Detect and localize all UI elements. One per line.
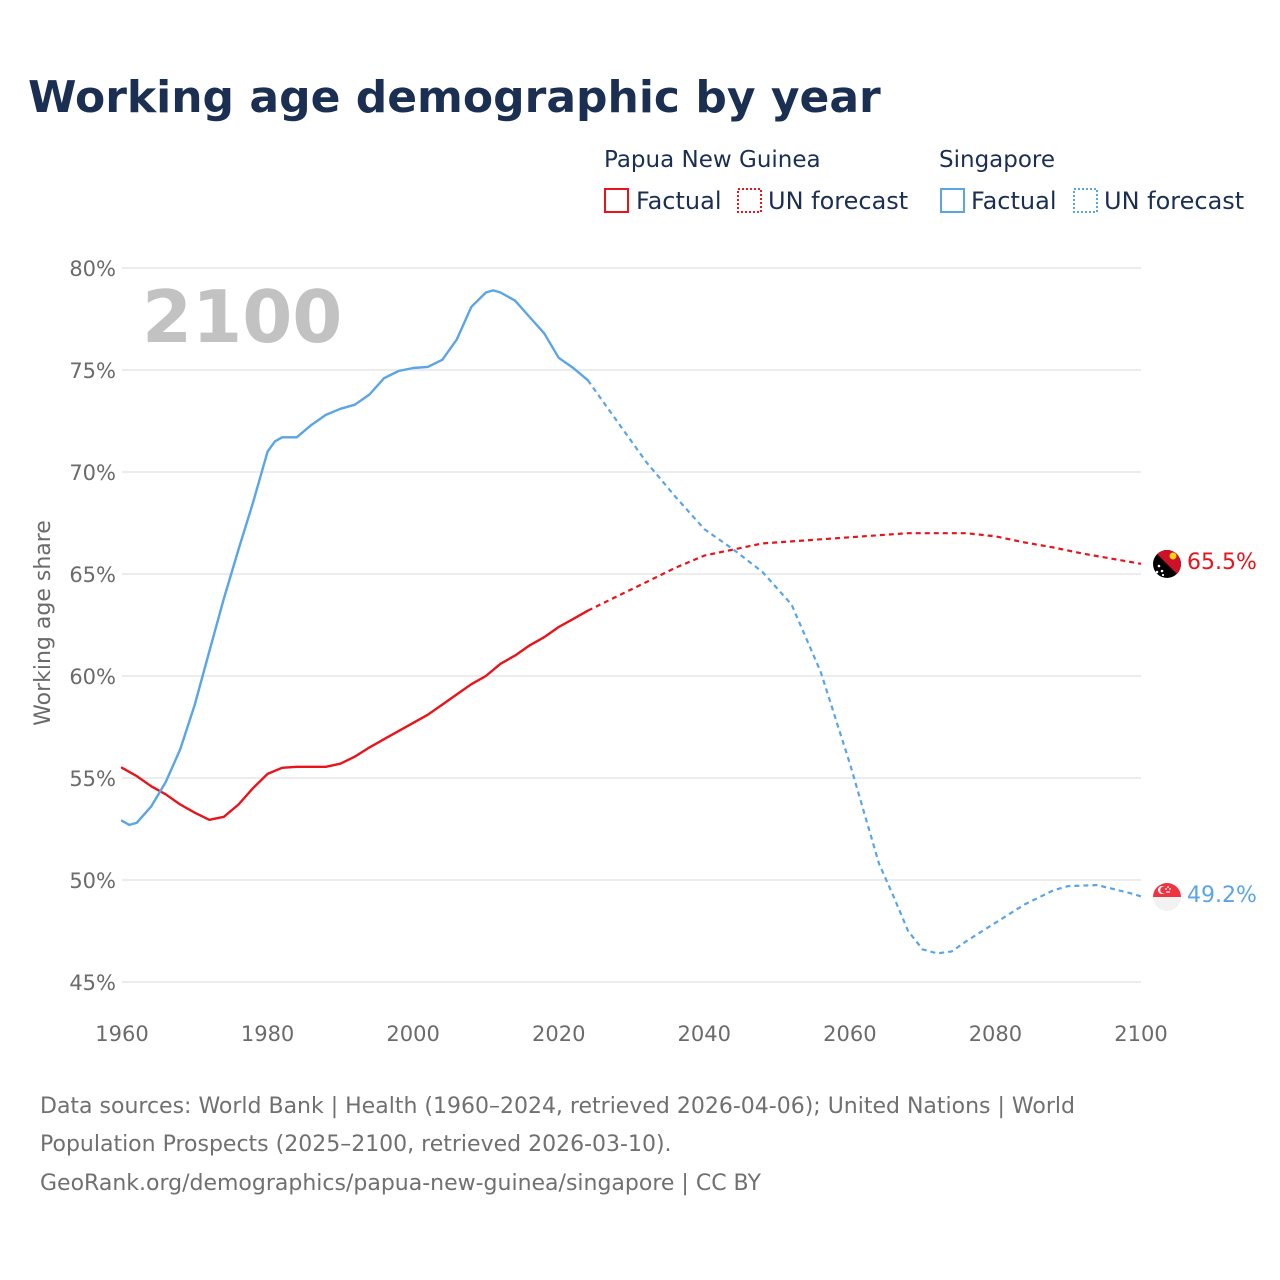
legend-label-sgp-factual: Factual bbox=[971, 187, 1057, 215]
legend-swatch-png-factual bbox=[604, 188, 629, 213]
series-line-png-forecast bbox=[587, 532, 1142, 612]
legend-label-png-factual: Factual bbox=[636, 187, 722, 215]
y-axis-ticks: 45% 50% 55% 60% 65% 70% 75% 80% bbox=[69, 257, 116, 995]
footer-attribution: GeoRank.org/demographics/papua-new-guine… bbox=[40, 1171, 761, 1196]
x-tick-label: 2000 bbox=[386, 1022, 439, 1046]
series-line-sgp-factual bbox=[120, 289, 589, 827]
x-axis-ticks: 1960 1980 2000 2020 2040 2060 2080 2100 bbox=[95, 1022, 1167, 1046]
series-line-sgp-forecast bbox=[586, 379, 1142, 955]
y-tick-label: 50% bbox=[69, 869, 116, 893]
png-flag-icon bbox=[1153, 550, 1181, 578]
series-line-png-factual bbox=[120, 609, 589, 821]
series-lines bbox=[120, 289, 1142, 955]
gridlines bbox=[122, 267, 1141, 983]
y-tick-label: 65% bbox=[69, 563, 116, 587]
y-axis-label: Working age share bbox=[31, 520, 56, 726]
legend-swatch-sgp-factual bbox=[940, 188, 965, 213]
y-tick-label: 60% bbox=[69, 665, 116, 689]
y-tick-label: 45% bbox=[69, 971, 116, 995]
footer-sources-line2: Population Prospects (2025–2100, retriev… bbox=[40, 1132, 672, 1157]
y-tick-label: 75% bbox=[69, 359, 116, 383]
end-label-sgp: 49.2% bbox=[1187, 883, 1257, 908]
chart-title: Working age demographic by year bbox=[28, 72, 881, 123]
footer-sources-line1: Data sources: World Bank | Health (1960–… bbox=[40, 1094, 1075, 1119]
year-watermark: 2100 bbox=[142, 275, 342, 359]
y-tick-label: 70% bbox=[69, 461, 116, 485]
legend-label-png-forecast: UN forecast bbox=[768, 187, 908, 215]
singapore-flag-icon bbox=[1153, 883, 1181, 911]
x-tick-label: 2060 bbox=[823, 1022, 876, 1046]
x-tick-label: 2040 bbox=[678, 1022, 731, 1046]
x-tick-label: 1980 bbox=[241, 1022, 294, 1046]
x-tick-label: 2100 bbox=[1114, 1022, 1167, 1046]
legend-swatch-png-forecast bbox=[737, 188, 762, 213]
y-tick-label: 55% bbox=[69, 767, 116, 791]
y-tick-label: 80% bbox=[69, 257, 116, 281]
end-label-png: 65.5% bbox=[1187, 550, 1257, 575]
legend: Papua New Guinea Factual UN forecast Sin… bbox=[604, 147, 1244, 215]
legend-group-sgp-title: Singapore bbox=[939, 147, 1055, 173]
x-tick-label: 2020 bbox=[532, 1022, 585, 1046]
legend-swatch-sgp-forecast bbox=[1073, 188, 1098, 213]
x-tick-label: 1960 bbox=[95, 1022, 148, 1046]
x-tick-label: 2080 bbox=[969, 1022, 1022, 1046]
legend-label-sgp-forecast: UN forecast bbox=[1104, 187, 1244, 215]
legend-group-png-title: Papua New Guinea bbox=[604, 147, 821, 173]
